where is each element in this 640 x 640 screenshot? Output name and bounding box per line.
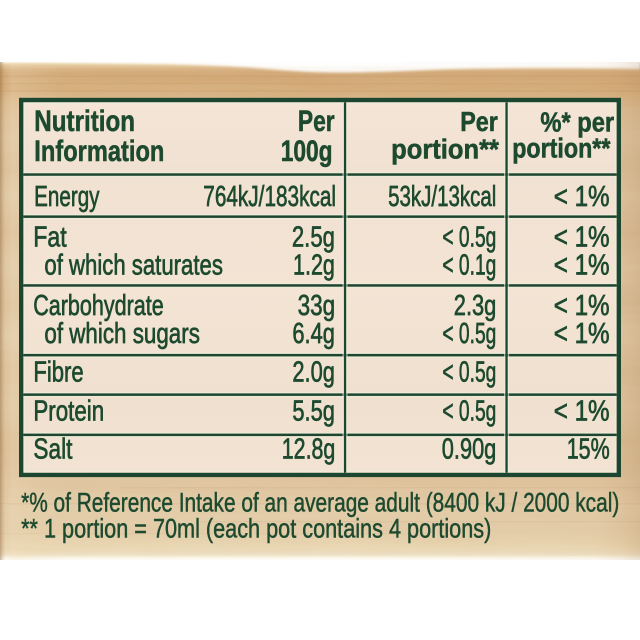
- svg-text:< 0.1g: < 0.1g: [442, 249, 496, 281]
- svg-text:5.5g: 5.5g: [292, 396, 335, 428]
- svg-text:0.90g: 0.90g: [442, 434, 497, 466]
- svg-text:6.4g: 6.4g: [292, 318, 335, 350]
- svg-text:33g: 33g: [298, 290, 336, 322]
- svg-text:of which saturates: of which saturates: [44, 249, 223, 281]
- svg-text:< 1%: < 1%: [554, 290, 610, 322]
- svg-text:2.5g: 2.5g: [292, 221, 335, 253]
- svg-text:< 1%: < 1%: [554, 396, 610, 428]
- svg-text:Information: Information: [34, 135, 164, 168]
- svg-text:Fat: Fat: [33, 221, 66, 253]
- svg-text:Salt: Salt: [33, 434, 72, 466]
- svg-text:** 1 portion = 70ml (each pot: ** 1 portion = 70ml (each pot contains 4…: [21, 514, 491, 544]
- svg-text:764kJ/183kcal: 764kJ/183kcal: [203, 181, 336, 213]
- svg-text:< 1%: < 1%: [554, 221, 610, 253]
- svg-text:< 1%: < 1%: [554, 249, 610, 281]
- svg-text:< 0.5g: < 0.5g: [442, 318, 496, 350]
- svg-text:Carbohydrate: Carbohydrate: [33, 290, 164, 322]
- svg-text:< 0.5g: < 0.5g: [442, 396, 496, 428]
- svg-text:Nutrition: Nutrition: [34, 105, 135, 138]
- svg-text:portion**: portion**: [512, 133, 610, 164]
- svg-text:Energy: Energy: [34, 181, 100, 213]
- svg-text:Per: Per: [460, 106, 498, 137]
- svg-text:53kJ/13kcal: 53kJ/13kcal: [388, 181, 496, 213]
- svg-text:*% of Reference Intake of an a: *% of Reference Intake of an average adu…: [21, 487, 619, 517]
- svg-text:< 0.5g: < 0.5g: [442, 357, 496, 389]
- svg-text:%* per: %* per: [540, 106, 614, 137]
- svg-text:Fibre: Fibre: [33, 357, 83, 389]
- svg-text:< 1%: < 1%: [554, 181, 610, 213]
- svg-text:< 0.5g: < 0.5g: [442, 221, 496, 253]
- svg-text:15%: 15%: [567, 434, 610, 466]
- svg-text:portion**: portion**: [391, 134, 499, 165]
- svg-text:12.8g: 12.8g: [282, 434, 336, 466]
- svg-text:1.2g: 1.2g: [293, 249, 335, 281]
- svg-text:Protein: Protein: [33, 396, 104, 428]
- svg-text:of which sugars: of which sugars: [44, 318, 200, 350]
- svg-text:Per: Per: [298, 105, 335, 138]
- svg-text:< 1%: < 1%: [554, 318, 610, 350]
- svg-text:100g: 100g: [281, 135, 333, 168]
- svg-text:2.0g: 2.0g: [292, 357, 335, 389]
- svg-text:2.3g: 2.3g: [454, 290, 497, 322]
